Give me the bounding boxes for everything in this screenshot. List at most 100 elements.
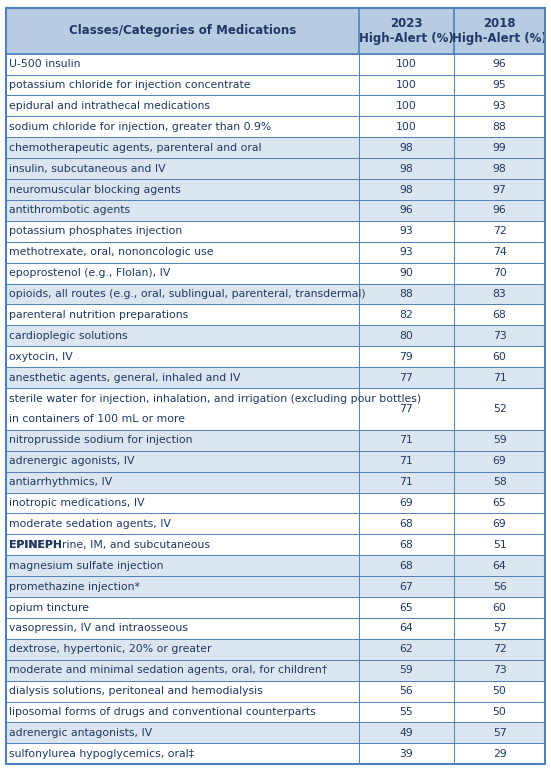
Text: 100: 100 bbox=[396, 59, 417, 69]
Text: 71: 71 bbox=[399, 456, 413, 466]
Text: 99: 99 bbox=[493, 143, 506, 153]
Text: promethazine injection*: promethazine injection* bbox=[9, 581, 140, 591]
Text: moderate and minimal sedation agents, oral, for children†: moderate and minimal sedation agents, or… bbox=[9, 665, 327, 676]
Text: anesthetic agents, general, inhaled and IV: anesthetic agents, general, inhaled and … bbox=[9, 373, 241, 383]
Text: 73: 73 bbox=[493, 665, 506, 676]
Text: epidural and intrathecal medications: epidural and intrathecal medications bbox=[9, 101, 210, 111]
Text: sulfonylurea hypoglycemics, oral‡: sulfonylurea hypoglycemics, oral‡ bbox=[9, 749, 195, 759]
Text: neuromuscular blocking agents: neuromuscular blocking agents bbox=[9, 185, 181, 195]
Bar bbox=[6, 513, 545, 534]
Text: sterile water for injection, inhalation, and irrigation (excluding pour bottles): sterile water for injection, inhalation,… bbox=[9, 394, 422, 404]
Bar bbox=[6, 702, 545, 723]
Text: 98: 98 bbox=[399, 164, 413, 174]
Text: 58: 58 bbox=[493, 477, 506, 487]
Bar bbox=[6, 75, 545, 96]
Text: 95: 95 bbox=[493, 80, 506, 90]
Text: 68: 68 bbox=[493, 310, 506, 320]
Text: 72: 72 bbox=[493, 645, 506, 655]
Text: adrenergic antagonists, IV: adrenergic antagonists, IV bbox=[9, 728, 153, 738]
Text: 64: 64 bbox=[399, 624, 413, 634]
Text: adrenergic agonists, IV: adrenergic agonists, IV bbox=[9, 456, 135, 466]
Text: Classes/Categories of Medications: Classes/Categories of Medications bbox=[69, 24, 296, 37]
Text: 96: 96 bbox=[493, 205, 506, 215]
Text: potassium phosphates injection: potassium phosphates injection bbox=[9, 226, 182, 236]
Text: dialysis solutions, peritoneal and hemodialysis: dialysis solutions, peritoneal and hemod… bbox=[9, 686, 263, 696]
Text: 65: 65 bbox=[493, 498, 506, 508]
Text: 50: 50 bbox=[493, 707, 506, 717]
Text: 57: 57 bbox=[493, 728, 506, 738]
Text: 97: 97 bbox=[493, 185, 506, 195]
Bar bbox=[6, 430, 545, 451]
Text: parenteral nutrition preparations: parenteral nutrition preparations bbox=[9, 310, 188, 320]
Text: 60: 60 bbox=[493, 352, 506, 362]
Text: 74: 74 bbox=[493, 247, 506, 257]
Text: 73: 73 bbox=[493, 331, 506, 341]
Text: opium tincture: opium tincture bbox=[9, 602, 89, 612]
Text: 80: 80 bbox=[399, 331, 413, 341]
Text: potassium chloride for injection concentrate: potassium chloride for injection concent… bbox=[9, 80, 251, 90]
Bar bbox=[6, 576, 545, 597]
Bar bbox=[6, 262, 545, 283]
Bar bbox=[6, 597, 545, 618]
Text: 69: 69 bbox=[493, 456, 506, 466]
Text: insulin, subcutaneous and IV: insulin, subcutaneous and IV bbox=[9, 164, 166, 174]
Bar bbox=[6, 325, 545, 347]
Text: 79: 79 bbox=[399, 352, 413, 362]
Text: 71: 71 bbox=[399, 435, 413, 445]
Text: chemotherapeutic agents, parenteral and oral: chemotherapeutic agents, parenteral and … bbox=[9, 143, 262, 153]
Bar bbox=[6, 493, 545, 513]
Text: 64: 64 bbox=[493, 560, 506, 571]
Text: moderate sedation agents, IV: moderate sedation agents, IV bbox=[9, 519, 171, 529]
Text: 2023
High-Alert (%): 2023 High-Alert (%) bbox=[359, 17, 454, 45]
Bar bbox=[6, 681, 545, 702]
Bar bbox=[6, 618, 545, 639]
Text: liposomal forms of drugs and conventional counterparts: liposomal forms of drugs and conventiona… bbox=[9, 707, 316, 717]
Text: 69: 69 bbox=[493, 519, 506, 529]
Text: 62: 62 bbox=[399, 645, 413, 655]
Text: cardioplegic solutions: cardioplegic solutions bbox=[9, 331, 128, 341]
Text: antithrombotic agents: antithrombotic agents bbox=[9, 205, 131, 215]
Text: dextrose, hypertonic, 20% or greater: dextrose, hypertonic, 20% or greater bbox=[9, 645, 212, 655]
Text: 71: 71 bbox=[493, 373, 506, 383]
Text: 68: 68 bbox=[399, 519, 413, 529]
Text: magnesium sulfate injection: magnesium sulfate injection bbox=[9, 560, 164, 571]
Text: 59: 59 bbox=[493, 435, 506, 445]
Bar bbox=[6, 96, 545, 117]
Text: 39: 39 bbox=[399, 749, 413, 759]
Text: 29: 29 bbox=[493, 749, 506, 759]
Text: 59: 59 bbox=[399, 665, 413, 676]
Text: 56: 56 bbox=[399, 686, 413, 696]
Text: 82: 82 bbox=[399, 310, 413, 320]
Bar bbox=[6, 8, 545, 54]
Text: 71: 71 bbox=[399, 477, 413, 487]
Bar bbox=[6, 660, 545, 681]
Text: 49: 49 bbox=[399, 728, 413, 738]
Bar bbox=[6, 200, 545, 221]
Text: 68: 68 bbox=[399, 540, 413, 550]
Text: 83: 83 bbox=[493, 289, 506, 299]
Text: methotrexate, oral, nononcologic use: methotrexate, oral, nononcologic use bbox=[9, 247, 214, 257]
Text: inotropic medications, IV: inotropic medications, IV bbox=[9, 498, 145, 508]
Bar bbox=[6, 472, 545, 493]
Bar bbox=[6, 221, 545, 242]
Text: 88: 88 bbox=[493, 122, 506, 132]
Text: 100: 100 bbox=[396, 80, 417, 90]
Text: 93: 93 bbox=[399, 226, 413, 236]
Bar bbox=[6, 54, 545, 75]
Bar bbox=[6, 137, 545, 158]
Text: 60: 60 bbox=[493, 602, 506, 612]
Text: 93: 93 bbox=[493, 101, 506, 111]
Text: nitroprusside sodium for injection: nitroprusside sodium for injection bbox=[9, 435, 193, 445]
Text: oxytocin, IV: oxytocin, IV bbox=[9, 352, 73, 362]
Text: 69: 69 bbox=[399, 498, 413, 508]
Text: 96: 96 bbox=[493, 59, 506, 69]
Text: 2018
High-Alert (%): 2018 High-Alert (%) bbox=[452, 17, 547, 45]
Text: 90: 90 bbox=[399, 268, 413, 278]
Text: 77: 77 bbox=[399, 404, 413, 414]
Bar bbox=[6, 242, 545, 262]
Text: 77: 77 bbox=[399, 373, 413, 383]
Text: 52: 52 bbox=[493, 404, 506, 414]
Bar bbox=[6, 451, 545, 472]
Text: 98: 98 bbox=[399, 185, 413, 195]
Bar bbox=[6, 158, 545, 179]
